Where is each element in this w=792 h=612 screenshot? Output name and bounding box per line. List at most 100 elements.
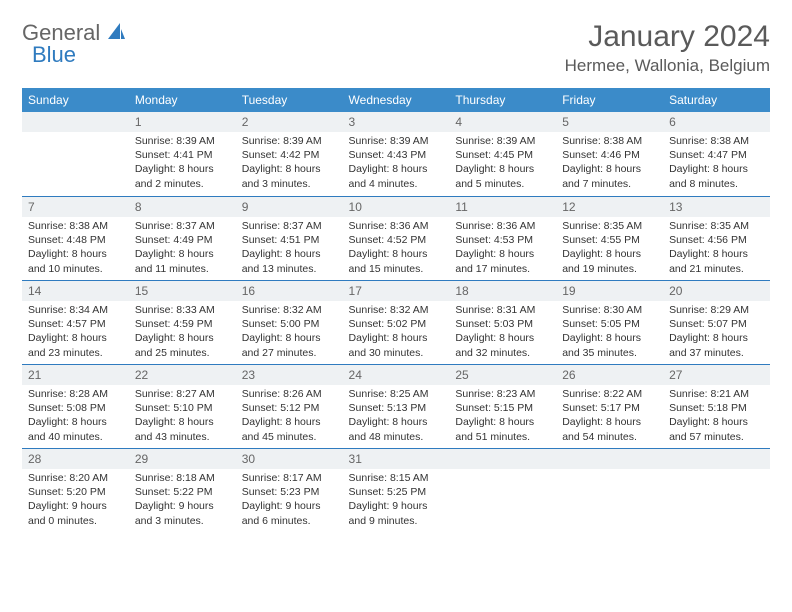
weekday-header: Friday (556, 88, 663, 112)
day-content (449, 469, 556, 475)
day-number: 17 (343, 280, 450, 301)
calendar-day-cell (449, 448, 556, 532)
logo-sail-icon (106, 21, 126, 46)
calendar-day-cell: 22Sunrise: 8:27 AMSunset: 5:10 PMDayligh… (129, 364, 236, 448)
sunset-text: Sunset: 5:08 PM (28, 401, 123, 415)
sunrise-text: Sunrise: 8:20 AM (28, 471, 123, 485)
weekday-header: Tuesday (236, 88, 343, 112)
daylight-text: Daylight: 9 hours and 6 minutes. (242, 499, 337, 527)
sunrise-text: Sunrise: 8:39 AM (349, 134, 444, 148)
sunset-text: Sunset: 4:52 PM (349, 233, 444, 247)
day-content: Sunrise: 8:18 AMSunset: 5:22 PMDaylight:… (129, 469, 236, 532)
calendar-day-cell (663, 448, 770, 532)
day-content: Sunrise: 8:21 AMSunset: 5:18 PMDaylight:… (663, 385, 770, 448)
day-number: 19 (556, 280, 663, 301)
sunrise-text: Sunrise: 8:32 AM (349, 303, 444, 317)
day-number: 30 (236, 448, 343, 469)
daylight-text: Daylight: 8 hours and 54 minutes. (562, 415, 657, 443)
day-number: 3 (343, 112, 450, 132)
daylight-text: Daylight: 8 hours and 11 minutes. (135, 247, 230, 275)
calendar-day-cell: 31Sunrise: 8:15 AMSunset: 5:25 PMDayligh… (343, 448, 450, 532)
calendar-week-row: 14Sunrise: 8:34 AMSunset: 4:57 PMDayligh… (22, 280, 770, 364)
daylight-text: Daylight: 8 hours and 4 minutes. (349, 162, 444, 190)
location: Hermee, Wallonia, Belgium (565, 56, 770, 76)
daylight-text: Daylight: 8 hours and 7 minutes. (562, 162, 657, 190)
day-content (22, 132, 129, 138)
calendar-day-cell: 7Sunrise: 8:38 AMSunset: 4:48 PMDaylight… (22, 196, 129, 280)
daylight-text: Daylight: 8 hours and 43 minutes. (135, 415, 230, 443)
sunset-text: Sunset: 5:18 PM (669, 401, 764, 415)
sunset-text: Sunset: 4:59 PM (135, 317, 230, 331)
sunset-text: Sunset: 5:25 PM (349, 485, 444, 499)
weekday-row: SundayMondayTuesdayWednesdayThursdayFrid… (22, 88, 770, 112)
day-content: Sunrise: 8:38 AMSunset: 4:46 PMDaylight:… (556, 132, 663, 195)
sunrise-text: Sunrise: 8:23 AM (455, 387, 550, 401)
day-number: 22 (129, 364, 236, 385)
calendar-day-cell: 3Sunrise: 8:39 AMSunset: 4:43 PMDaylight… (343, 112, 450, 196)
daylight-text: Daylight: 8 hours and 25 minutes. (135, 331, 230, 359)
day-number: 18 (449, 280, 556, 301)
sunrise-text: Sunrise: 8:30 AM (562, 303, 657, 317)
sunrise-text: Sunrise: 8:35 AM (562, 219, 657, 233)
day-content: Sunrise: 8:37 AMSunset: 4:49 PMDaylight:… (129, 217, 236, 280)
sunrise-text: Sunrise: 8:36 AM (349, 219, 444, 233)
calendar-day-cell: 16Sunrise: 8:32 AMSunset: 5:00 PMDayligh… (236, 280, 343, 364)
sunset-text: Sunset: 5:17 PM (562, 401, 657, 415)
day-number: 8 (129, 196, 236, 217)
day-number: 26 (556, 364, 663, 385)
logo-text-blue: Blue (32, 42, 76, 67)
calendar-day-cell: 19Sunrise: 8:30 AMSunset: 5:05 PMDayligh… (556, 280, 663, 364)
daylight-text: Daylight: 9 hours and 9 minutes. (349, 499, 444, 527)
daylight-text: Daylight: 8 hours and 8 minutes. (669, 162, 764, 190)
sunset-text: Sunset: 5:15 PM (455, 401, 550, 415)
calendar-week-row: 7Sunrise: 8:38 AMSunset: 4:48 PMDaylight… (22, 196, 770, 280)
sunrise-text: Sunrise: 8:36 AM (455, 219, 550, 233)
day-number: 24 (343, 364, 450, 385)
sunset-text: Sunset: 4:49 PM (135, 233, 230, 247)
sunrise-text: Sunrise: 8:27 AM (135, 387, 230, 401)
daylight-text: Daylight: 8 hours and 23 minutes. (28, 331, 123, 359)
sunrise-text: Sunrise: 8:38 AM (28, 219, 123, 233)
header: General January 2024 Hermee, Wallonia, B… (22, 20, 770, 76)
sunrise-text: Sunrise: 8:18 AM (135, 471, 230, 485)
daylight-text: Daylight: 8 hours and 15 minutes. (349, 247, 444, 275)
sunset-text: Sunset: 5:00 PM (242, 317, 337, 331)
sunset-text: Sunset: 5:10 PM (135, 401, 230, 415)
day-content: Sunrise: 8:27 AMSunset: 5:10 PMDaylight:… (129, 385, 236, 448)
calendar-body: 1Sunrise: 8:39 AMSunset: 4:41 PMDaylight… (22, 112, 770, 532)
sunrise-text: Sunrise: 8:26 AM (242, 387, 337, 401)
day-content: Sunrise: 8:31 AMSunset: 5:03 PMDaylight:… (449, 301, 556, 364)
sunset-text: Sunset: 4:46 PM (562, 148, 657, 162)
day-number: 5 (556, 112, 663, 132)
daylight-text: Daylight: 8 hours and 13 minutes. (242, 247, 337, 275)
day-number: 29 (129, 448, 236, 469)
sunrise-text: Sunrise: 8:34 AM (28, 303, 123, 317)
sunrise-text: Sunrise: 8:39 AM (135, 134, 230, 148)
day-content: Sunrise: 8:32 AMSunset: 5:02 PMDaylight:… (343, 301, 450, 364)
sunrise-text: Sunrise: 8:28 AM (28, 387, 123, 401)
sunset-text: Sunset: 5:12 PM (242, 401, 337, 415)
day-content: Sunrise: 8:39 AMSunset: 4:45 PMDaylight:… (449, 132, 556, 195)
sunset-text: Sunset: 4:53 PM (455, 233, 550, 247)
day-number: 20 (663, 280, 770, 301)
sunrise-text: Sunrise: 8:38 AM (669, 134, 764, 148)
day-content: Sunrise: 8:36 AMSunset: 4:52 PMDaylight:… (343, 217, 450, 280)
sunrise-text: Sunrise: 8:35 AM (669, 219, 764, 233)
sunrise-text: Sunrise: 8:15 AM (349, 471, 444, 485)
sunset-text: Sunset: 4:56 PM (669, 233, 764, 247)
day-number: 1 (129, 112, 236, 132)
calendar-day-cell: 25Sunrise: 8:23 AMSunset: 5:15 PMDayligh… (449, 364, 556, 448)
day-content: Sunrise: 8:38 AMSunset: 4:47 PMDaylight:… (663, 132, 770, 195)
sunrise-text: Sunrise: 8:32 AM (242, 303, 337, 317)
calendar-week-row: 21Sunrise: 8:28 AMSunset: 5:08 PMDayligh… (22, 364, 770, 448)
day-number (556, 448, 663, 469)
day-content: Sunrise: 8:39 AMSunset: 4:43 PMDaylight:… (343, 132, 450, 195)
daylight-text: Daylight: 8 hours and 17 minutes. (455, 247, 550, 275)
weekday-header: Saturday (663, 88, 770, 112)
daylight-text: Daylight: 8 hours and 21 minutes. (669, 247, 764, 275)
calendar-day-cell: 14Sunrise: 8:34 AMSunset: 4:57 PMDayligh… (22, 280, 129, 364)
day-number: 13 (663, 196, 770, 217)
sunrise-text: Sunrise: 8:25 AM (349, 387, 444, 401)
calendar-day-cell: 17Sunrise: 8:32 AMSunset: 5:02 PMDayligh… (343, 280, 450, 364)
day-number: 23 (236, 364, 343, 385)
